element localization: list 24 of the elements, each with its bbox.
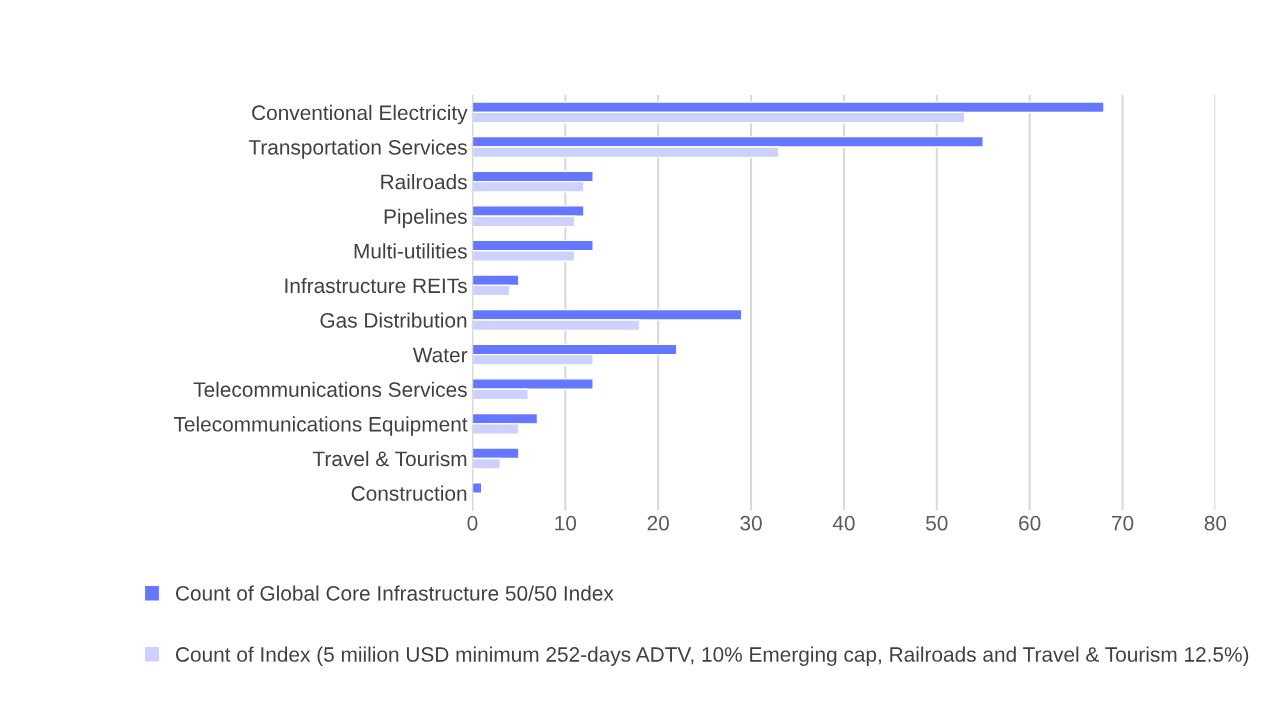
y-tick-label: Conventional Electricity (252, 104, 468, 125)
y-tick-label: Gas Distribution (320, 312, 467, 328)
x-tick-label: 20 (647, 515, 669, 531)
y-tick-label: Construction (351, 485, 467, 501)
y-tick-label: Railroads (381, 174, 467, 190)
y-tick-label: Pipelines (384, 208, 467, 229)
legend-label: Count of Global Core Infrastructure 50/50 Index (175, 585, 614, 601)
x-tick-label: 50 (926, 515, 948, 531)
y-tick-label: Multi-utilities (354, 243, 467, 259)
y-tick-label: Telecommunications Services (193, 381, 467, 398)
x-tick-label: 60 (1019, 515, 1041, 531)
x-tick-label: 40 (832, 515, 855, 531)
x-tick-label: 0 (467, 515, 478, 531)
legend-label: Count of Index (5 miilion USD minimum 252-days ADTV, 10% Emerging cap, Railroads and Travel & Tourism 12.5%) (175, 646, 1249, 666)
x-tick-label: 70 (1112, 515, 1134, 531)
x-tick-label: 30 (740, 515, 762, 531)
x-tick-label: 10 (555, 515, 577, 531)
bar (472, 482, 483, 494)
y-tick-label: Transportation Services (248, 139, 467, 159)
x-tick-label: 80 (1204, 515, 1227, 531)
y-tick-label: Telecommunications Equipment (173, 416, 468, 436)
y-tick-label: Travel & Tourism (312, 450, 467, 467)
y-tick-label: Water (412, 347, 468, 363)
y-tick-label: Infrastructure REITs (285, 277, 467, 294)
